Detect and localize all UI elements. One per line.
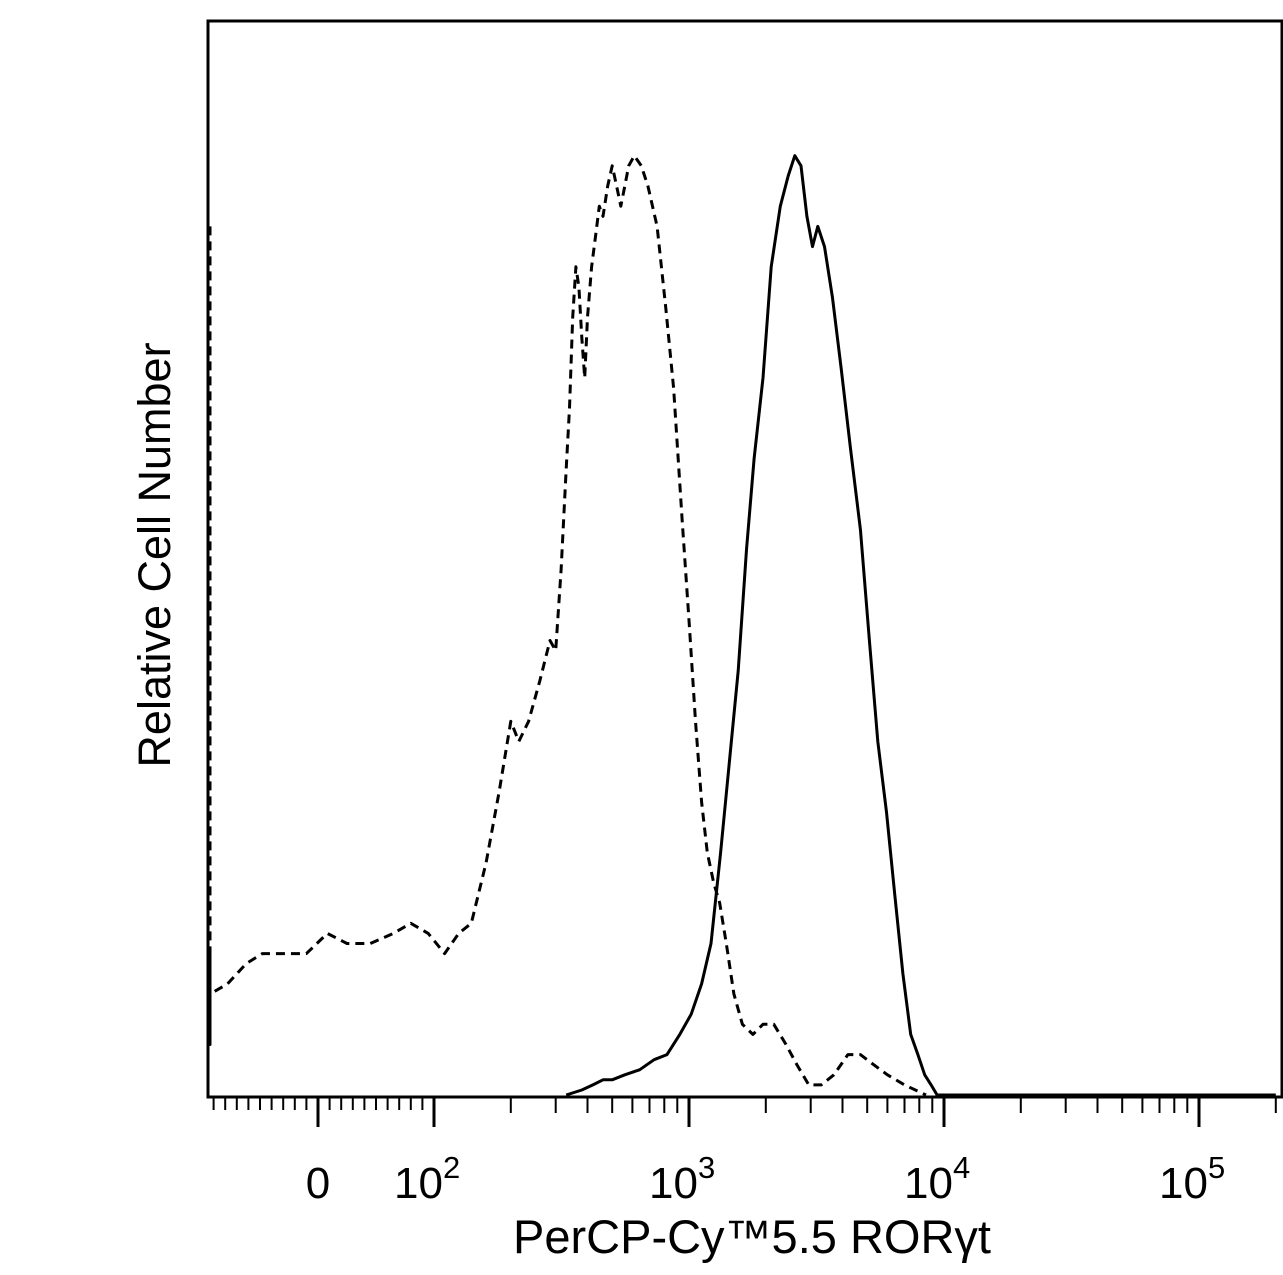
series-layer (208, 154, 1276, 1097)
x-tick-label: 105 (1159, 1150, 1225, 1208)
x-tick-label: 0 (306, 1159, 330, 1208)
x-tick-label: 102 (394, 1150, 460, 1208)
x-tick-label: 103 (649, 1150, 715, 1208)
series-dashed-line (208, 154, 927, 1097)
series-solid-line (565, 154, 1276, 1097)
x-tick-label: 104 (904, 1150, 970, 1208)
plot-frame (206, 19, 1283, 1099)
x-axis-label: PerCP-Cy™5.5 RORγt (513, 1210, 991, 1263)
y-axis-label: Relative Cell Number (129, 342, 180, 767)
x-axis-tick-labels: 0 102 103 104 105 (306, 1150, 1225, 1208)
x-axis-ticks (212, 1097, 1277, 1127)
